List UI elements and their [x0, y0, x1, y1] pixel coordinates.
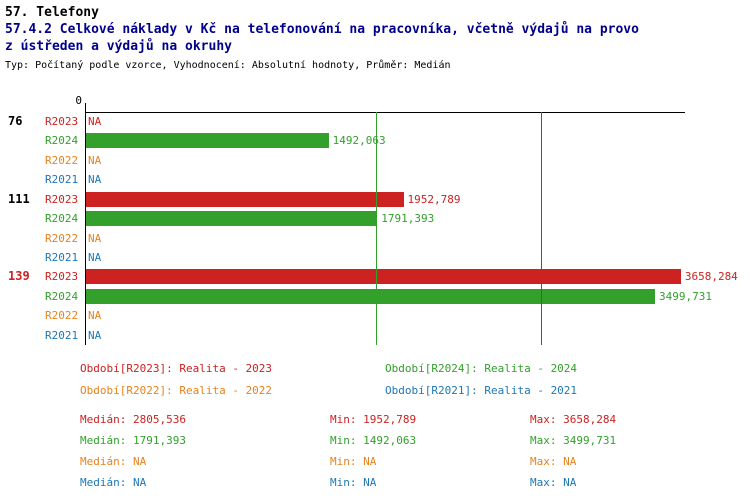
- stat-median-r2022: Medián: NA: [80, 455, 147, 468]
- legend-item-r2022: Období[R2022]: Realita - 2022: [80, 384, 273, 397]
- bar-value-label: 3658,284: [684, 270, 738, 284]
- na-value-r2021: NA: [88, 250, 102, 264]
- na-value-r2021: NA: [88, 173, 102, 187]
- series-label-r2021: R2021: [45, 328, 79, 342]
- series-label-r2024: R2024: [45, 134, 79, 148]
- legend-item-r2023: Období[R2023]: Realita - 2023: [80, 362, 273, 375]
- stat-median-r2021: Medián: NA: [80, 476, 147, 489]
- series-label-r2023: R2023: [45, 270, 79, 284]
- chart-title-line-1: 57.4.2 Celkové náklady v Kč na telefonov…: [5, 22, 639, 37]
- stat-median-r2024: Medián: 1791,393: [80, 434, 186, 447]
- stat-min-r2024: Min: 1492,063: [330, 434, 417, 447]
- series-label-r2023: R2023: [45, 192, 79, 206]
- na-value-r2022: NA: [88, 309, 102, 323]
- series-label-r2021: R2021: [45, 250, 79, 264]
- series-label-r2024: R2024: [45, 289, 79, 303]
- stat-max-r2021: Max: NA: [530, 476, 577, 489]
- page-title: 57. Telefony: [5, 5, 99, 20]
- chart-title-line-2: z ústředen a výdajů na okruhy: [5, 39, 232, 54]
- bar-r2024-139: [86, 288, 656, 304]
- axis-zero-label: 0: [75, 94, 82, 107]
- series-label-r2021: R2021: [45, 173, 79, 187]
- plot-area: [85, 112, 685, 345]
- bar-value-label: 1791,393: [381, 212, 435, 226]
- stat-max-r2024: Max: 3499,731: [530, 434, 617, 447]
- bar-value-label: 1952,789: [407, 192, 461, 206]
- axis-zero-tick: [85, 103, 86, 112]
- series-label-r2024: R2024: [45, 212, 79, 226]
- stat-median-r2023: Medián: 2805,536: [80, 413, 186, 426]
- stat-min-r2022: Min: NA: [330, 455, 377, 468]
- stat-max-r2022: Max: NA: [530, 455, 577, 468]
- bar-r2023-111: [86, 191, 404, 207]
- series-label-r2023: R2023: [45, 115, 79, 128]
- bar-value-label: 1492,063: [332, 134, 386, 148]
- stat-min-r2023: Min: 1952,789: [330, 413, 417, 426]
- median-line-r2024: [376, 112, 378, 345]
- stat-min-r2021: Min: NA: [330, 476, 377, 489]
- bar-r2024-76: [86, 133, 329, 149]
- bar-value-label: 3499,731: [659, 289, 713, 303]
- bar-r2023-139: [86, 269, 681, 285]
- na-value-r2023: NA: [88, 115, 102, 128]
- legend-item-r2021: Období[R2021]: Realita - 2021: [385, 384, 578, 397]
- na-value-r2021: NA: [88, 328, 102, 342]
- chart-meta: Typ: Počítaný podle vzorce, Vyhodnocení:…: [5, 60, 451, 71]
- series-label-r2022: R2022: [45, 153, 79, 167]
- na-value-r2022: NA: [88, 153, 102, 167]
- group-label-111: 111: [8, 191, 30, 206]
- stat-max-r2023: Max: 3658,284: [530, 413, 617, 426]
- legend-item-r2024: Období[R2024]: Realita - 2024: [385, 362, 578, 375]
- series-label-r2022: R2022: [45, 309, 79, 323]
- bar-r2024-111: [86, 211, 378, 227]
- median-line-r2023: [541, 112, 543, 345]
- series-label-r2022: R2022: [45, 231, 79, 245]
- group-label-76: 76: [8, 114, 23, 128]
- group-label-139: 139: [8, 269, 30, 284]
- na-value-r2022: NA: [88, 231, 102, 245]
